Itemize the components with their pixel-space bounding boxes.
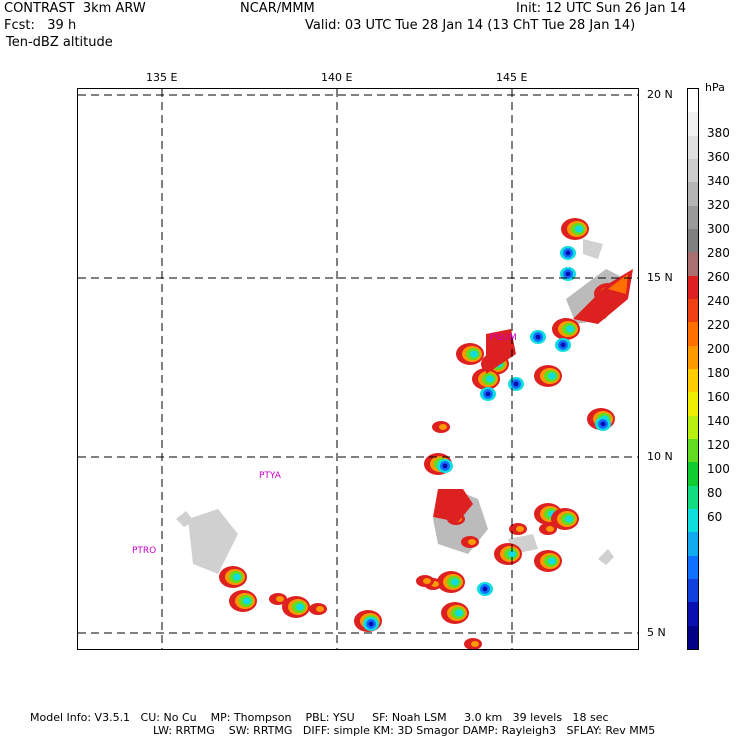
colorbar-label: 100 (707, 462, 730, 476)
colorbar-segment (688, 112, 698, 137)
colorbar-label: 240 (707, 294, 730, 308)
colorbar-label: 360 (707, 150, 730, 164)
map-title: CONTRAST 3km ARW (4, 1, 146, 16)
colorbar (687, 88, 699, 650)
colorbar-segment (688, 182, 698, 207)
colorbar-segment (688, 89, 698, 113)
colorbar-segment (688, 625, 698, 650)
colorbar-label: 180 (707, 366, 730, 380)
lon-label-145: 145 E (496, 71, 528, 84)
valid-time: Valid: 03 UTC Tue 28 Jan 14 (13 ChT Tue … (305, 18, 636, 33)
colorbar-segment (688, 462, 698, 487)
convective-cells (219, 218, 633, 649)
colorbar-label: 260 (707, 270, 730, 284)
colorbar-label: 140 (707, 414, 730, 428)
station-ptya: PTYA (259, 471, 282, 481)
colorbar-label: 80 (707, 486, 723, 500)
colorbar-label: 280 (707, 246, 730, 260)
station-ptro: PTRO (132, 546, 156, 556)
station-pgum: PGUM (490, 333, 517, 343)
colorbar-segment (688, 369, 698, 393)
colorbar-segment (688, 485, 698, 510)
colorbar-label: 120 (707, 438, 730, 452)
lon-label-135: 135 E (146, 71, 178, 84)
init-time: Init: 12 UTC Sun 26 Jan 14 (516, 1, 687, 16)
colorbar-label: 200 (707, 342, 730, 356)
lat-label-5: 5 N (647, 626, 666, 639)
colorbar-segment (688, 532, 698, 557)
colorbar-segment (688, 579, 698, 603)
lat-label-20: 20 N (647, 88, 673, 101)
colorbar-segment (688, 415, 698, 440)
colorbar-label: 380 (707, 126, 730, 140)
colorbar-segment (688, 555, 698, 580)
colorbar-unit: hPa (705, 81, 725, 94)
colorbar-label: 60 (707, 510, 723, 524)
field-name: Ten-dBZ altitude (6, 35, 113, 50)
lat-label-10: 10 N (647, 450, 673, 463)
colorbar-segment (688, 299, 698, 323)
model-info-line1: Model Info: V3.5.1 CU: No Cu MP: Thompso… (30, 711, 609, 724)
colorbar-segment (688, 135, 698, 160)
colorbar-segment (688, 275, 698, 300)
colorbar-segment (688, 392, 698, 417)
graticule (78, 89, 638, 649)
colorbar-segment (688, 322, 698, 347)
colorbar-segment (688, 602, 698, 627)
colorbar-segment (688, 205, 698, 230)
colorbar-segment (688, 345, 698, 370)
colorbar-label: 320 (707, 198, 730, 212)
colorbar-segment (688, 509, 698, 533)
colorbar-label: 300 (707, 222, 730, 236)
radar-map: PTYA PTRO PGUM (78, 89, 638, 649)
colorbar-segment (688, 439, 698, 463)
colorbar-segment (688, 229, 698, 253)
colorbar-segment (688, 159, 698, 183)
model-info-line2: LW: RRTMG SW: RRTMG DIFF: simple KM: 3D … (153, 724, 656, 737)
lon-label-140: 140 E (321, 71, 353, 84)
lat-label-15: 15 N (647, 271, 673, 284)
colorbar-segment (688, 252, 698, 277)
colorbar-label: 160 (707, 390, 730, 404)
map-panel: PTYA PTRO PGUM (77, 88, 639, 650)
colorbar-label: 340 (707, 174, 730, 188)
colorbar-label: 220 (707, 318, 730, 332)
organization: NCAR/MMM (240, 1, 315, 16)
forecast-hour: Fcst: 39 h (4, 18, 77, 33)
